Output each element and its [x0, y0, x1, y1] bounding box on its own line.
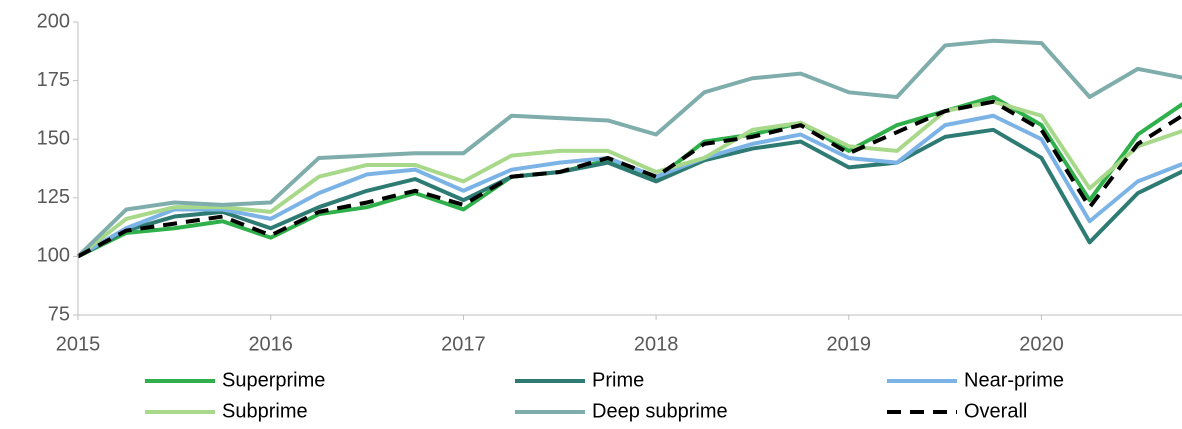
y-tick-label: 75: [48, 303, 70, 325]
x-tick-label: 2016: [248, 333, 293, 355]
x-tick-label: 2018: [634, 333, 679, 355]
y-tick-label: 100: [37, 245, 70, 267]
legend-label: Subprime: [222, 400, 308, 422]
y-tick-label: 150: [37, 127, 70, 149]
legend-label: Superprime: [222, 369, 325, 391]
legend-label: Prime: [592, 369, 644, 391]
x-tick-label: 2019: [827, 333, 872, 355]
x-tick-label: 2017: [441, 333, 486, 355]
series-line: [77, 127, 1182, 259]
series-line: [76, 38, 1182, 258]
series-line: [77, 95, 1182, 259]
legend-label: Deep subprime: [592, 400, 728, 422]
series-line: [77, 99, 1182, 259]
series-line: [76, 99, 1182, 258]
legend-label: Overall: [964, 400, 1027, 422]
legend-label: Near-prime: [964, 369, 1064, 391]
x-tick-label: 2020: [1019, 333, 1064, 355]
x-tick-label: 2015: [56, 333, 101, 355]
y-tick-label: 125: [37, 186, 70, 208]
series-line: [76, 113, 1182, 259]
y-tick-label: 175: [37, 69, 70, 91]
y-tick-label: 200: [37, 10, 70, 32]
plot-area: [76, 38, 1182, 259]
